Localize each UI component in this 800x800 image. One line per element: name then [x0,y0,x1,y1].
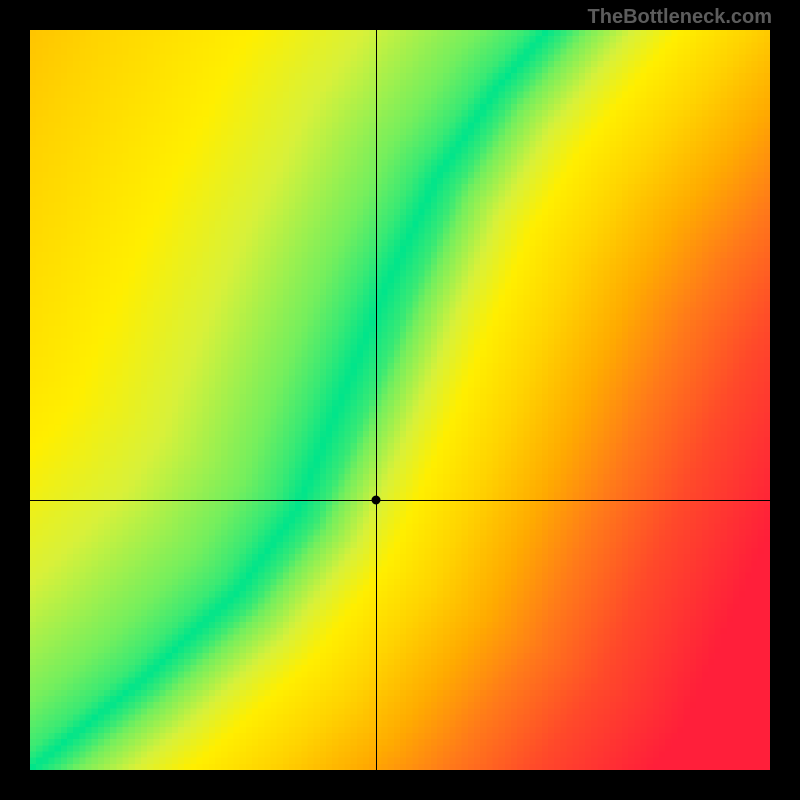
heatmap-canvas [30,30,770,770]
crosshair-vertical [376,30,377,770]
watermark-text: TheBottleneck.com [588,6,772,29]
crosshair-horizontal [30,500,770,501]
chart-container: TheBottleneck.com [0,0,800,800]
plot-area [30,30,770,770]
crosshair-dot [371,495,380,504]
